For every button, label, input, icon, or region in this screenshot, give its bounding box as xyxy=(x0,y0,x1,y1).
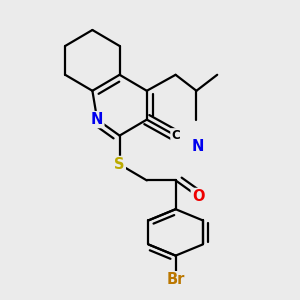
Text: N: N xyxy=(192,139,204,154)
Text: N: N xyxy=(91,112,103,127)
Text: S: S xyxy=(114,157,125,172)
Text: O: O xyxy=(192,189,204,204)
Text: C: C xyxy=(171,129,180,142)
Text: Br: Br xyxy=(167,272,185,287)
